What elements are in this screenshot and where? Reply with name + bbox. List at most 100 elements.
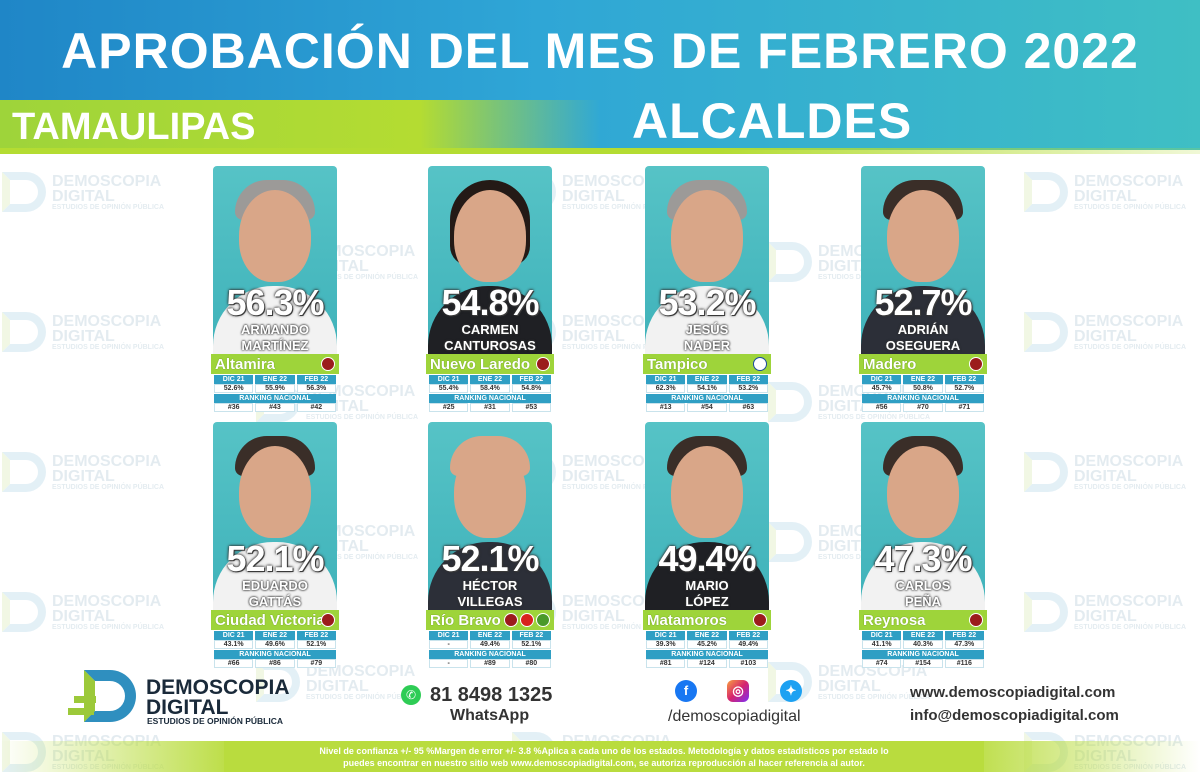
ranking-cell: #63 [728, 403, 768, 412]
ranking-cell: #81 [646, 659, 686, 668]
watermark-line1: DEMOSCOPIA [52, 452, 162, 470]
watermark-line1: DEMOSCOPIA [52, 592, 162, 610]
logo-bar [74, 696, 96, 703]
stats-table: DIC 21 ENE 22 FEB 22 52.6% 55.9% 56.3% RANKING… [213, 375, 337, 412]
ranking-cell: #154 [903, 659, 943, 668]
ranking-row: #13 #54 #63 [645, 403, 769, 412]
morena-logo-icon [504, 613, 518, 627]
face-shape [887, 446, 959, 538]
city-label: Matamoros [643, 610, 771, 630]
phone-number[interactable]: 81 8498 1325 [430, 684, 553, 706]
watermark-logo-icon [1024, 312, 1068, 352]
face-shape [671, 190, 743, 282]
city-label: Altamira [211, 354, 339, 374]
mayor-card: 53.2% JESÚS NADER Tampico DIC 21 ENE 22 FEB 22… [643, 166, 771, 414]
email-link[interactable]: info@demoscopiadigital.com [910, 707, 1119, 724]
city-name: Reynosa [863, 611, 926, 629]
header-divider [0, 148, 1200, 154]
stats-table: DIC 21 ENE 22 FEB 22 43.1% 49.6% 52.1% RANKING… [213, 631, 337, 668]
website-link[interactable]: www.demoscopiadigital.com [910, 684, 1116, 701]
stats-header-row: DIC 21 ENE 22 FEB 22 [861, 631, 985, 640]
ranking-title: RANKING NACIONAL [862, 394, 984, 403]
city-name: Altamira [215, 355, 276, 373]
mayor-last-name: VILLEGAS [457, 594, 523, 609]
stats-header-cell: ENE 22 [470, 375, 510, 384]
stats-header-cell: FEB 22 [511, 375, 551, 384]
ranking-cell: - [429, 659, 469, 668]
stats-value-cell: 62.3% [646, 384, 686, 393]
stats-value-cell: 50.8% [903, 384, 943, 393]
stats-value-row: 55.4% 58.4% 54.8% [428, 384, 552, 393]
stats-header-cell: FEB 22 [511, 631, 551, 640]
ranking-row: - #89 #80 [428, 659, 552, 668]
page-subtitle: ALCALDES [632, 93, 913, 149]
stats-header-cell: FEB 22 [944, 631, 984, 640]
city-name: Tampico [647, 355, 708, 373]
stats-header-cell: DIC 21 [429, 375, 469, 384]
mayor-name: EDUARDO GATTÁS [213, 578, 337, 610]
stats-header-cell: ENE 22 [470, 631, 510, 640]
ranking-title: RANKING NACIONAL [646, 394, 768, 403]
city-name: Madero [863, 355, 917, 373]
ranking-cell: #42 [296, 403, 336, 412]
facebook-icon[interactable]: f [675, 680, 697, 702]
stats-header-cell: ENE 22 [255, 631, 295, 640]
mayor-photo: 56.3% ARMANDO MARTÍNEZ [213, 166, 337, 354]
mayor-photo: 49.4% MARIO LÓPEZ [645, 422, 769, 610]
instagram-icon[interactable]: ◎ [727, 680, 749, 702]
mayor-name: JESÚS NADER [645, 322, 769, 354]
stats-value-cell: 56.3% [296, 384, 336, 393]
morena-logo-icon [536, 357, 550, 371]
stats-header-cell: ENE 22 [255, 375, 295, 384]
watermark-tagline: ESTUDIOS DE OPINIÓN PÚBLICA [1074, 343, 1187, 351]
mayor-photo: 54.8% CARMEN CANTUROSAS [428, 166, 552, 354]
morena-logo-icon [969, 613, 983, 627]
stats-value-row: 39.3% 45.2% 49.4% [645, 640, 769, 649]
ranking-row: #36 #43 #42 [213, 403, 337, 412]
city-name: Río Bravo [430, 611, 501, 629]
watermark-tagline: ESTUDIOS DE OPINIÓN PÚBLICA [1074, 203, 1187, 211]
whatsapp-icon[interactable]: ✆ [401, 685, 421, 705]
watermark-line2: DIGITAL [52, 187, 115, 205]
twitter-icon[interactable]: ✦ [780, 680, 802, 702]
stats-value-row: 62.3% 54.1% 53.2% [645, 384, 769, 393]
stats-table: DIC 21 ENE 22 FEB 22 62.3% 54.1% 53.2% RANKING… [645, 375, 769, 412]
watermark-line2: DIGITAL [1074, 467, 1137, 485]
stats-header-row: DIC 21 ENE 22 FEB 22 [428, 631, 552, 640]
face-shape [239, 190, 311, 282]
approval-percent: 47.3% [874, 538, 972, 579]
ranking-cell: #56 [862, 403, 902, 412]
mayor-name: MARIO LÓPEZ [645, 578, 769, 610]
stats-value-cell: 49.6% [255, 640, 295, 649]
ranking-cell: #36 [214, 403, 254, 412]
stats-value-cell: 52.6% [214, 384, 254, 393]
stats-value-cell: 45.2% [687, 640, 727, 649]
ranking-cell: #89 [470, 659, 510, 668]
stats-value-cell: 55.4% [429, 384, 469, 393]
stats-header-cell: ENE 22 [903, 375, 943, 384]
stats-table: DIC 21 ENE 22 FEB 22 55.4% 58.4% 54.8% RANKING… [428, 375, 552, 412]
stats-table: DIC 21 ENE 22 FEB 22 39.3% 45.2% 49.4% RANKING… [645, 631, 769, 668]
ranking-cell: #116 [944, 659, 984, 668]
stats-header-cell: ENE 22 [903, 631, 943, 640]
stats-table: DIC 21 ENE 22 FEB 22-49.4% 52.1% RANKING NAC… [428, 631, 552, 668]
ranking-cell: #71 [944, 403, 984, 412]
morena-logo-icon [321, 357, 335, 371]
city-label: Río Bravo [426, 610, 554, 630]
stats-value-cell: 52.7% [944, 384, 984, 393]
ranking-title: RANKING NACIONAL [646, 650, 768, 659]
disclaimer: Nivel de confianza +/- 95 %Margen de err… [224, 741, 984, 772]
watermark-tagline: ESTUDIOS DE OPINIÓN PÚBLICA [1074, 483, 1187, 491]
stats-header-cell: ENE 22 [687, 631, 727, 640]
approval-percent: 54.8% [441, 282, 539, 323]
whatsapp-label: WhatsApp [450, 707, 530, 724]
social-handle[interactable]: /demoscopiadigital [668, 708, 801, 725]
brand-name: DEMOSCOPIA DIGITAL [146, 677, 290, 718]
